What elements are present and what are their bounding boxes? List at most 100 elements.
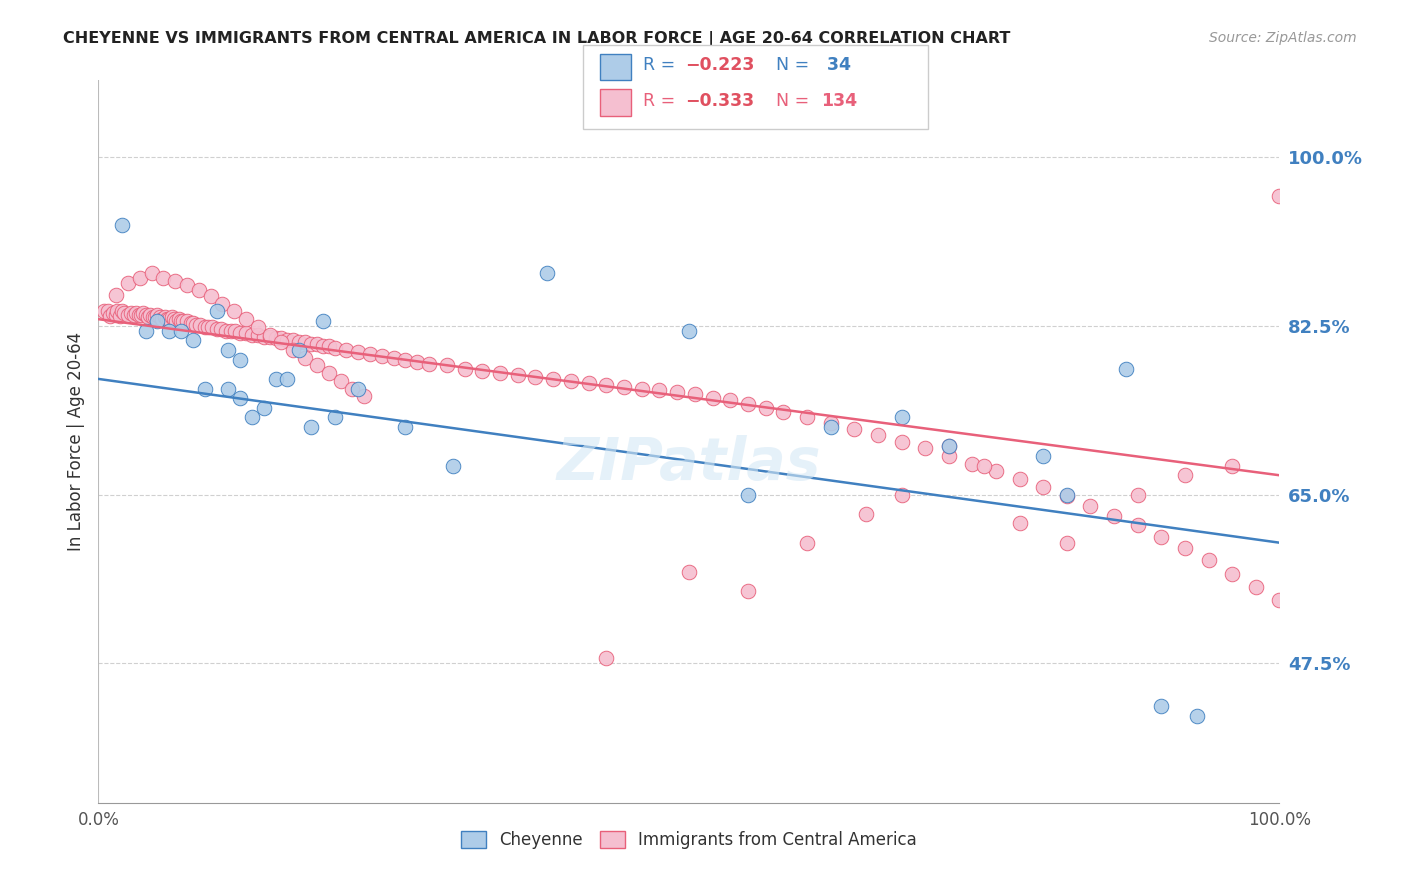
Point (406, 354, 429, 368)
Point (160, 310, 183, 325)
Point (194, 319, 217, 334)
Point (105, 288, 128, 302)
Point (217, 382, 239, 396)
Text: N =: N = (776, 92, 815, 110)
Point (181, 334, 204, 348)
Point (1032, 449, 1054, 463)
Point (1174, 468, 1197, 483)
Point (866, 427, 889, 442)
Point (186, 318, 208, 332)
Text: N =: N = (776, 56, 815, 74)
Text: Source: ZipAtlas.com: Source: ZipAtlas.com (1209, 31, 1357, 45)
Point (259, 327, 281, 342)
Point (153, 310, 176, 325)
Point (890, 410, 912, 425)
Point (105, 304, 128, 318)
Point (97, 304, 120, 318)
Point (1220, 458, 1243, 473)
Point (683, 387, 706, 401)
Point (240, 410, 263, 425)
Point (890, 434, 912, 449)
Point (294, 351, 316, 365)
Point (506, 368, 529, 382)
Point (135, 309, 157, 323)
Point (418, 357, 440, 371)
Point (1102, 508, 1125, 523)
Point (335, 343, 357, 357)
Point (595, 377, 617, 392)
Point (149, 310, 172, 325)
Point (1220, 566, 1243, 581)
Point (209, 322, 232, 336)
Point (318, 339, 340, 353)
Point (938, 449, 960, 463)
Point (176, 277, 198, 292)
Point (1008, 472, 1031, 486)
Point (146, 309, 169, 323)
Point (105, 309, 128, 323)
Point (1056, 487, 1078, 501)
Point (98, 310, 121, 324)
Point (938, 439, 960, 453)
Point (219, 324, 242, 338)
Point (111, 218, 134, 232)
Point (167, 312, 190, 326)
Point (205, 322, 228, 336)
Text: R =: R = (643, 56, 681, 74)
Point (436, 359, 458, 373)
Point (283, 334, 305, 348)
Point (536, 266, 558, 280)
Point (129, 309, 152, 323)
Point (382, 351, 405, 365)
Text: CHEYENNE VS IMMIGRANTS FROM CENTRAL AMERICA IN LABOR FORCE | AGE 20-64 CORRELATI: CHEYENNE VS IMMIGRANTS FROM CENTRAL AMER… (63, 31, 1011, 47)
Point (820, 416, 842, 430)
Point (973, 458, 995, 473)
Text: 134: 134 (821, 92, 858, 110)
Point (101, 306, 124, 320)
Point (914, 442, 936, 456)
Point (170, 324, 193, 338)
Point (938, 439, 960, 453)
Point (181, 316, 204, 330)
Point (180, 316, 202, 330)
Point (188, 318, 211, 332)
Point (122, 309, 145, 323)
Point (132, 306, 155, 320)
Point (441, 458, 464, 473)
Point (1032, 480, 1054, 494)
Point (890, 487, 912, 501)
Text: 34: 34 (821, 56, 851, 74)
Point (270, 335, 292, 350)
Point (630, 382, 652, 396)
Point (359, 347, 381, 361)
Point (141, 266, 163, 280)
Point (524, 370, 547, 384)
Point (1056, 535, 1078, 549)
Point (235, 312, 257, 326)
Point (737, 397, 759, 411)
Point (163, 312, 186, 326)
Point (312, 314, 335, 328)
Point (1268, 593, 1291, 607)
Point (560, 374, 582, 388)
Point (276, 372, 298, 386)
Point (1126, 487, 1149, 501)
Point (217, 343, 239, 357)
Point (253, 401, 276, 415)
Point (394, 352, 416, 367)
Point (844, 422, 866, 436)
Point (737, 583, 759, 598)
Y-axis label: In Labor Force | Age 20-64: In Labor Force | Age 20-64 (66, 332, 84, 551)
Point (211, 297, 233, 311)
Point (1150, 530, 1173, 544)
Text: −0.333: −0.333 (685, 92, 754, 110)
Point (1150, 699, 1173, 714)
Point (1115, 362, 1137, 376)
Point (299, 337, 322, 351)
Point (229, 352, 252, 367)
Point (264, 372, 287, 386)
Point (737, 487, 759, 501)
Point (157, 312, 180, 326)
Point (312, 339, 335, 353)
Point (1008, 516, 1031, 531)
